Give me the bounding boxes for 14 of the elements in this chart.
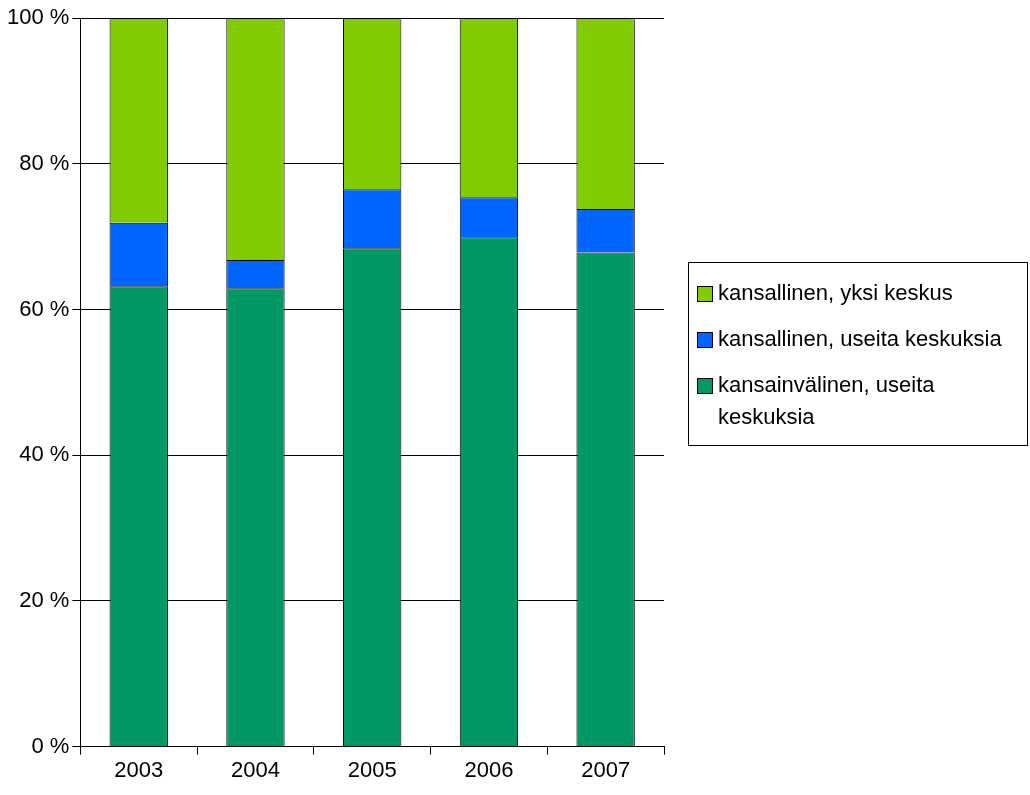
y-tick-label: 60 % xyxy=(19,295,70,321)
x-tick-label: 2005 xyxy=(347,756,397,782)
legend-label: kansallinen, yksi keskus xyxy=(718,279,953,307)
x-tick-label: 2006 xyxy=(464,756,514,782)
y-tick-label: 40 % xyxy=(19,441,70,467)
y-tick-label: 20 % xyxy=(19,586,70,612)
x-tick-label: 2007 xyxy=(581,756,631,782)
x-tick-label: 2004 xyxy=(230,756,280,782)
y-tick-label: 100 % xyxy=(6,4,70,30)
x-tick-label: 2003 xyxy=(114,756,164,782)
y-tick-label: 80 % xyxy=(19,149,70,175)
y-tick-label: 0 % xyxy=(31,732,70,758)
legend-label: kansallinen, useita keskuksia xyxy=(718,325,1002,353)
legend-label: kansainvälinen, useita keskuksia xyxy=(718,371,936,431)
